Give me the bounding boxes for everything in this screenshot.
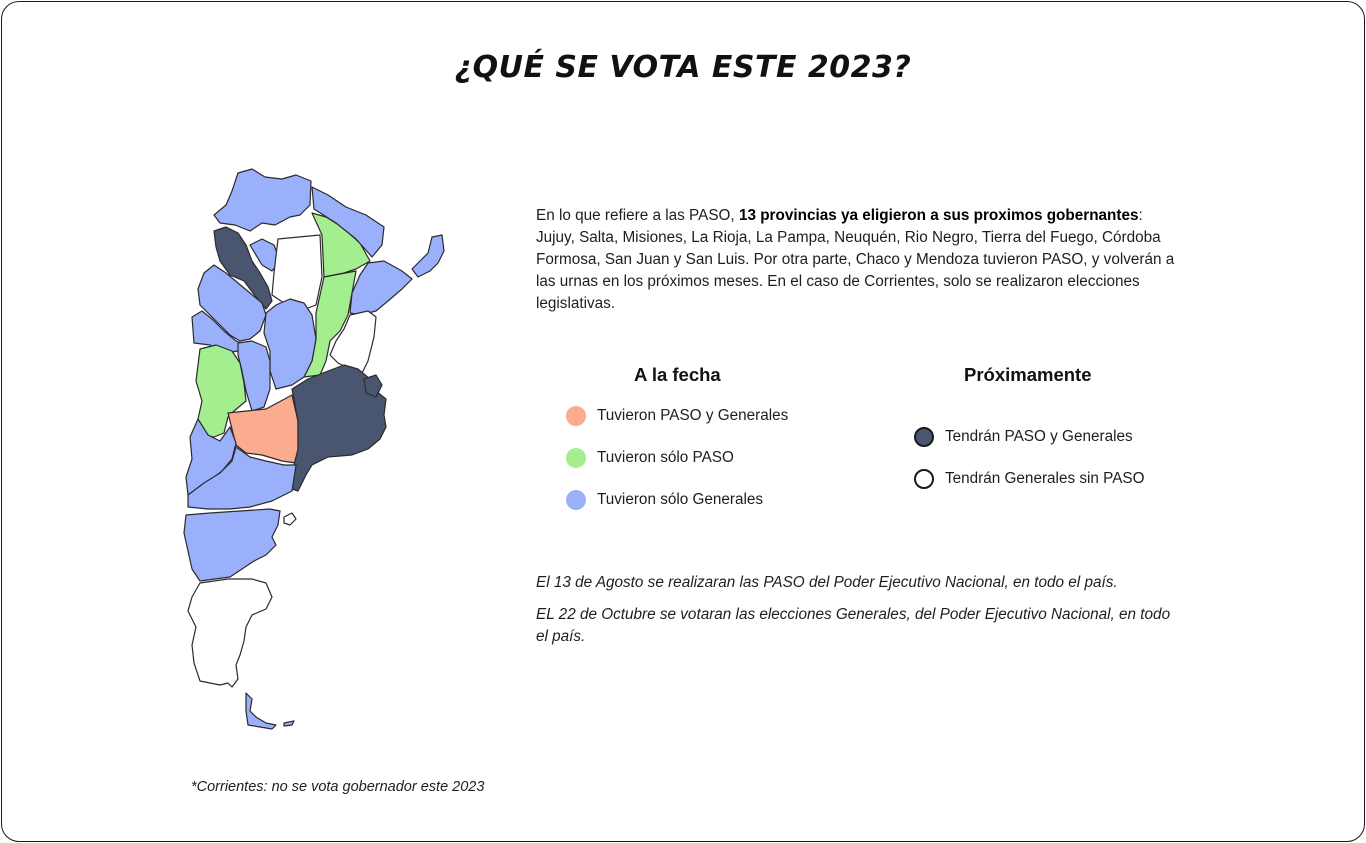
province-tucuman[interactable]: [263, 298, 317, 390]
legend-swatch-paso-y-generales: [566, 406, 586, 426]
province-corrientes[interactable]: [349, 260, 413, 316]
island-isla-de-los-estados: [283, 720, 295, 727]
province-catamarca[interactable]: [197, 264, 267, 342]
argentina-map-svg: [183, 168, 445, 730]
province-chubut[interactable]: [183, 508, 281, 582]
legend-label: Tendrán Generales sin PASO: [945, 470, 1145, 487]
legend-label: Tuvieron sólo Generales: [597, 491, 764, 508]
legend-swatch-tendran-generales-sin-paso: [914, 469, 934, 489]
note-generales-date: EL 22 de Octubre se votaran las eleccion…: [536, 606, 1171, 645]
province-mendoza[interactable]: [195, 344, 247, 438]
legend-item-paso-y-generales: Tuvieron PASO y Generales: [566, 406, 788, 426]
intro-rest: : Jujuy, Salta, Misiones, La Rioja, La P…: [536, 207, 1175, 312]
province-rio-negro[interactable]: [187, 446, 297, 510]
legend-title-proximamente: Próximamente: [964, 364, 1092, 385]
legend-swatch-solo-paso: [566, 448, 586, 468]
legend-swatch-solo-generales: [566, 490, 586, 510]
legend-item-solo-generales: Tuvieron sólo Generales: [566, 490, 763, 510]
note-paso-date: El 13 de Agosto se realizaran las PASO d…: [536, 574, 1118, 591]
legend-proximamente: Próximamente Tendrán PASO y Generales Te…: [914, 364, 1214, 489]
page-title: ¿QUÉ SE VOTA ESTE 2023?: [454, 49, 912, 86]
province-jujuy[interactable]: [213, 168, 312, 232]
province-formosa-ne[interactable]: [311, 186, 385, 258]
argentina-map: [180, 165, 450, 735]
intro-lead: En lo que refiere a las PASO,: [536, 207, 739, 224]
intro-highlight: 13 provincias ya eligieron a sus proximo…: [738, 207, 1139, 224]
island-chubut: [283, 512, 297, 526]
legend-item-tendran-generales-sin-paso: Tendrán Generales sin PASO: [914, 469, 1145, 489]
legend-swatch-tendran-paso-y-generales: [914, 427, 934, 447]
legend-a-la-fecha: A la fecha Tuvieron PASO y Generales Tuv…: [566, 364, 866, 510]
footnote-corrientes: *Corrientes: no se vota gobernador este …: [191, 779, 485, 795]
province-santa-cruz[interactable]: [187, 578, 273, 688]
legend-item-tendran-paso-y-generales: Tendrán PASO y Generales: [914, 427, 1133, 447]
province-salta[interactable]: [213, 226, 273, 310]
province-misiones[interactable]: [411, 234, 445, 278]
province-amba[interactable]: [363, 374, 383, 398]
province-tierra-del-fuego[interactable]: [245, 692, 277, 730]
legend-label: Tuvieron sólo PASO: [597, 449, 734, 466]
legend-label: Tendrán PASO y Generales: [945, 428, 1133, 445]
province-santiago[interactable]: [271, 234, 323, 312]
legend-label: Tuvieron PASO y Generales: [597, 407, 789, 424]
legend-title-a-la-fecha: A la fecha: [634, 364, 721, 385]
legend-item-solo-paso: Tuvieron sólo PASO: [566, 448, 734, 468]
intro-paragraph: En lo que refiere a las PASO, 13 provinc…: [536, 205, 1184, 315]
